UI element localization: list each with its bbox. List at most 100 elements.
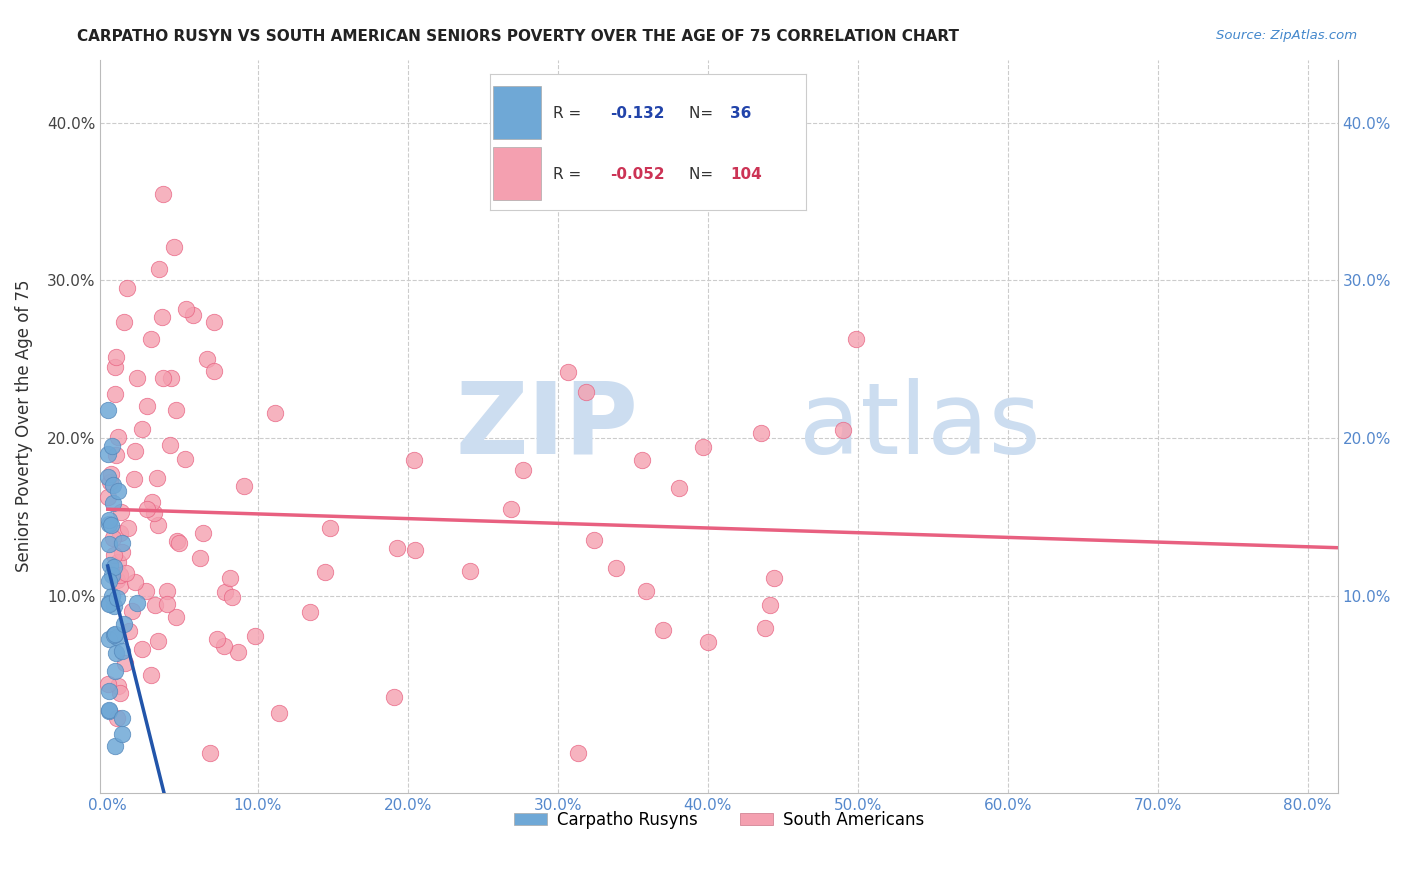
Point [111, 535, 134, 549]
Point [131, 422, 153, 436]
Point [131, 642, 153, 657]
Point [195, 351, 218, 366]
Point [101, 567, 124, 582]
Point [114, 656, 136, 670]
Point [267, 706, 290, 720]
Point [103, 559, 125, 574]
Point [104, 386, 127, 401]
Point [103, 599, 125, 613]
Point [174, 301, 197, 316]
Point [105, 591, 128, 605]
Point [105, 630, 128, 644]
Point [98, 597, 121, 611]
Point [105, 448, 128, 462]
Point [557, 365, 579, 379]
Point [221, 590, 243, 604]
Point [117, 624, 139, 639]
Legend: Carpatho Rusyns, South Americans: Carpatho Rusyns, South Americans [508, 805, 931, 836]
Point [299, 606, 322, 620]
Point [104, 646, 127, 660]
Text: CARPATHO RUSYN VS SOUTH AMERICAN SENIORS POVERTY OVER THE AGE OF 75 CORRELATION : CARPATHO RUSYN VS SOUTH AMERICAN SENIORS… [77, 29, 959, 45]
Point [104, 627, 127, 641]
Point [143, 598, 166, 612]
Point [150, 310, 173, 324]
Point [110, 506, 132, 520]
Point [98, 683, 121, 698]
Point [100, 517, 122, 532]
Point [191, 525, 214, 540]
Point [98, 475, 121, 490]
Point [135, 502, 157, 516]
Point [108, 579, 131, 593]
Point [111, 644, 134, 658]
Point [108, 568, 131, 582]
Point [139, 332, 162, 346]
Point [156, 583, 179, 598]
Point [100, 590, 122, 604]
Point [112, 315, 135, 329]
Point [97, 447, 120, 461]
Point [100, 558, 122, 573]
Point [103, 628, 125, 642]
Point [97, 491, 120, 505]
Point [749, 425, 772, 440]
Text: ZIP: ZIP [456, 377, 638, 475]
Point [97, 574, 120, 588]
Point [98, 703, 121, 717]
Point [136, 399, 159, 413]
Point [219, 571, 242, 585]
Point [163, 240, 186, 254]
Point [156, 597, 179, 611]
Point [512, 463, 534, 477]
Point [160, 370, 183, 384]
Point [124, 444, 146, 458]
Point [214, 585, 236, 599]
Point [112, 617, 135, 632]
Point [103, 478, 125, 492]
Point [165, 610, 187, 624]
Point [232, 479, 254, 493]
Point [98, 517, 121, 532]
Point [200, 746, 222, 760]
Point [319, 521, 342, 535]
Point [103, 665, 125, 679]
Point [111, 545, 134, 559]
Point [111, 727, 134, 741]
Point [245, 629, 267, 643]
Point [582, 533, 605, 547]
Point [141, 495, 163, 509]
Point [124, 575, 146, 590]
Point [631, 452, 654, 467]
Point [121, 604, 143, 618]
Point [97, 513, 120, 527]
Point [605, 561, 627, 575]
Point [97, 537, 120, 551]
Point [98, 704, 121, 718]
Point [97, 677, 120, 691]
Point [104, 350, 127, 364]
Y-axis label: Seniors Poverty Over the Age of 75: Seniors Poverty Over the Age of 75 [15, 280, 32, 573]
Point [97, 469, 120, 483]
Point [127, 596, 149, 610]
Point [651, 624, 673, 638]
Point [152, 371, 174, 385]
Point [105, 711, 128, 725]
Point [166, 534, 188, 549]
Point [845, 332, 868, 346]
Point [382, 690, 405, 704]
Point [142, 506, 165, 520]
Point [107, 484, 129, 499]
Point [108, 526, 131, 541]
Point [117, 521, 139, 535]
Point [205, 632, 228, 647]
Point [636, 584, 658, 599]
Point [668, 481, 690, 495]
Point [759, 598, 782, 612]
Point [104, 360, 127, 375]
Point [574, 385, 596, 400]
Point [165, 402, 187, 417]
Point [148, 262, 170, 277]
Point [111, 711, 134, 725]
Point [104, 739, 127, 753]
Point [101, 496, 124, 510]
